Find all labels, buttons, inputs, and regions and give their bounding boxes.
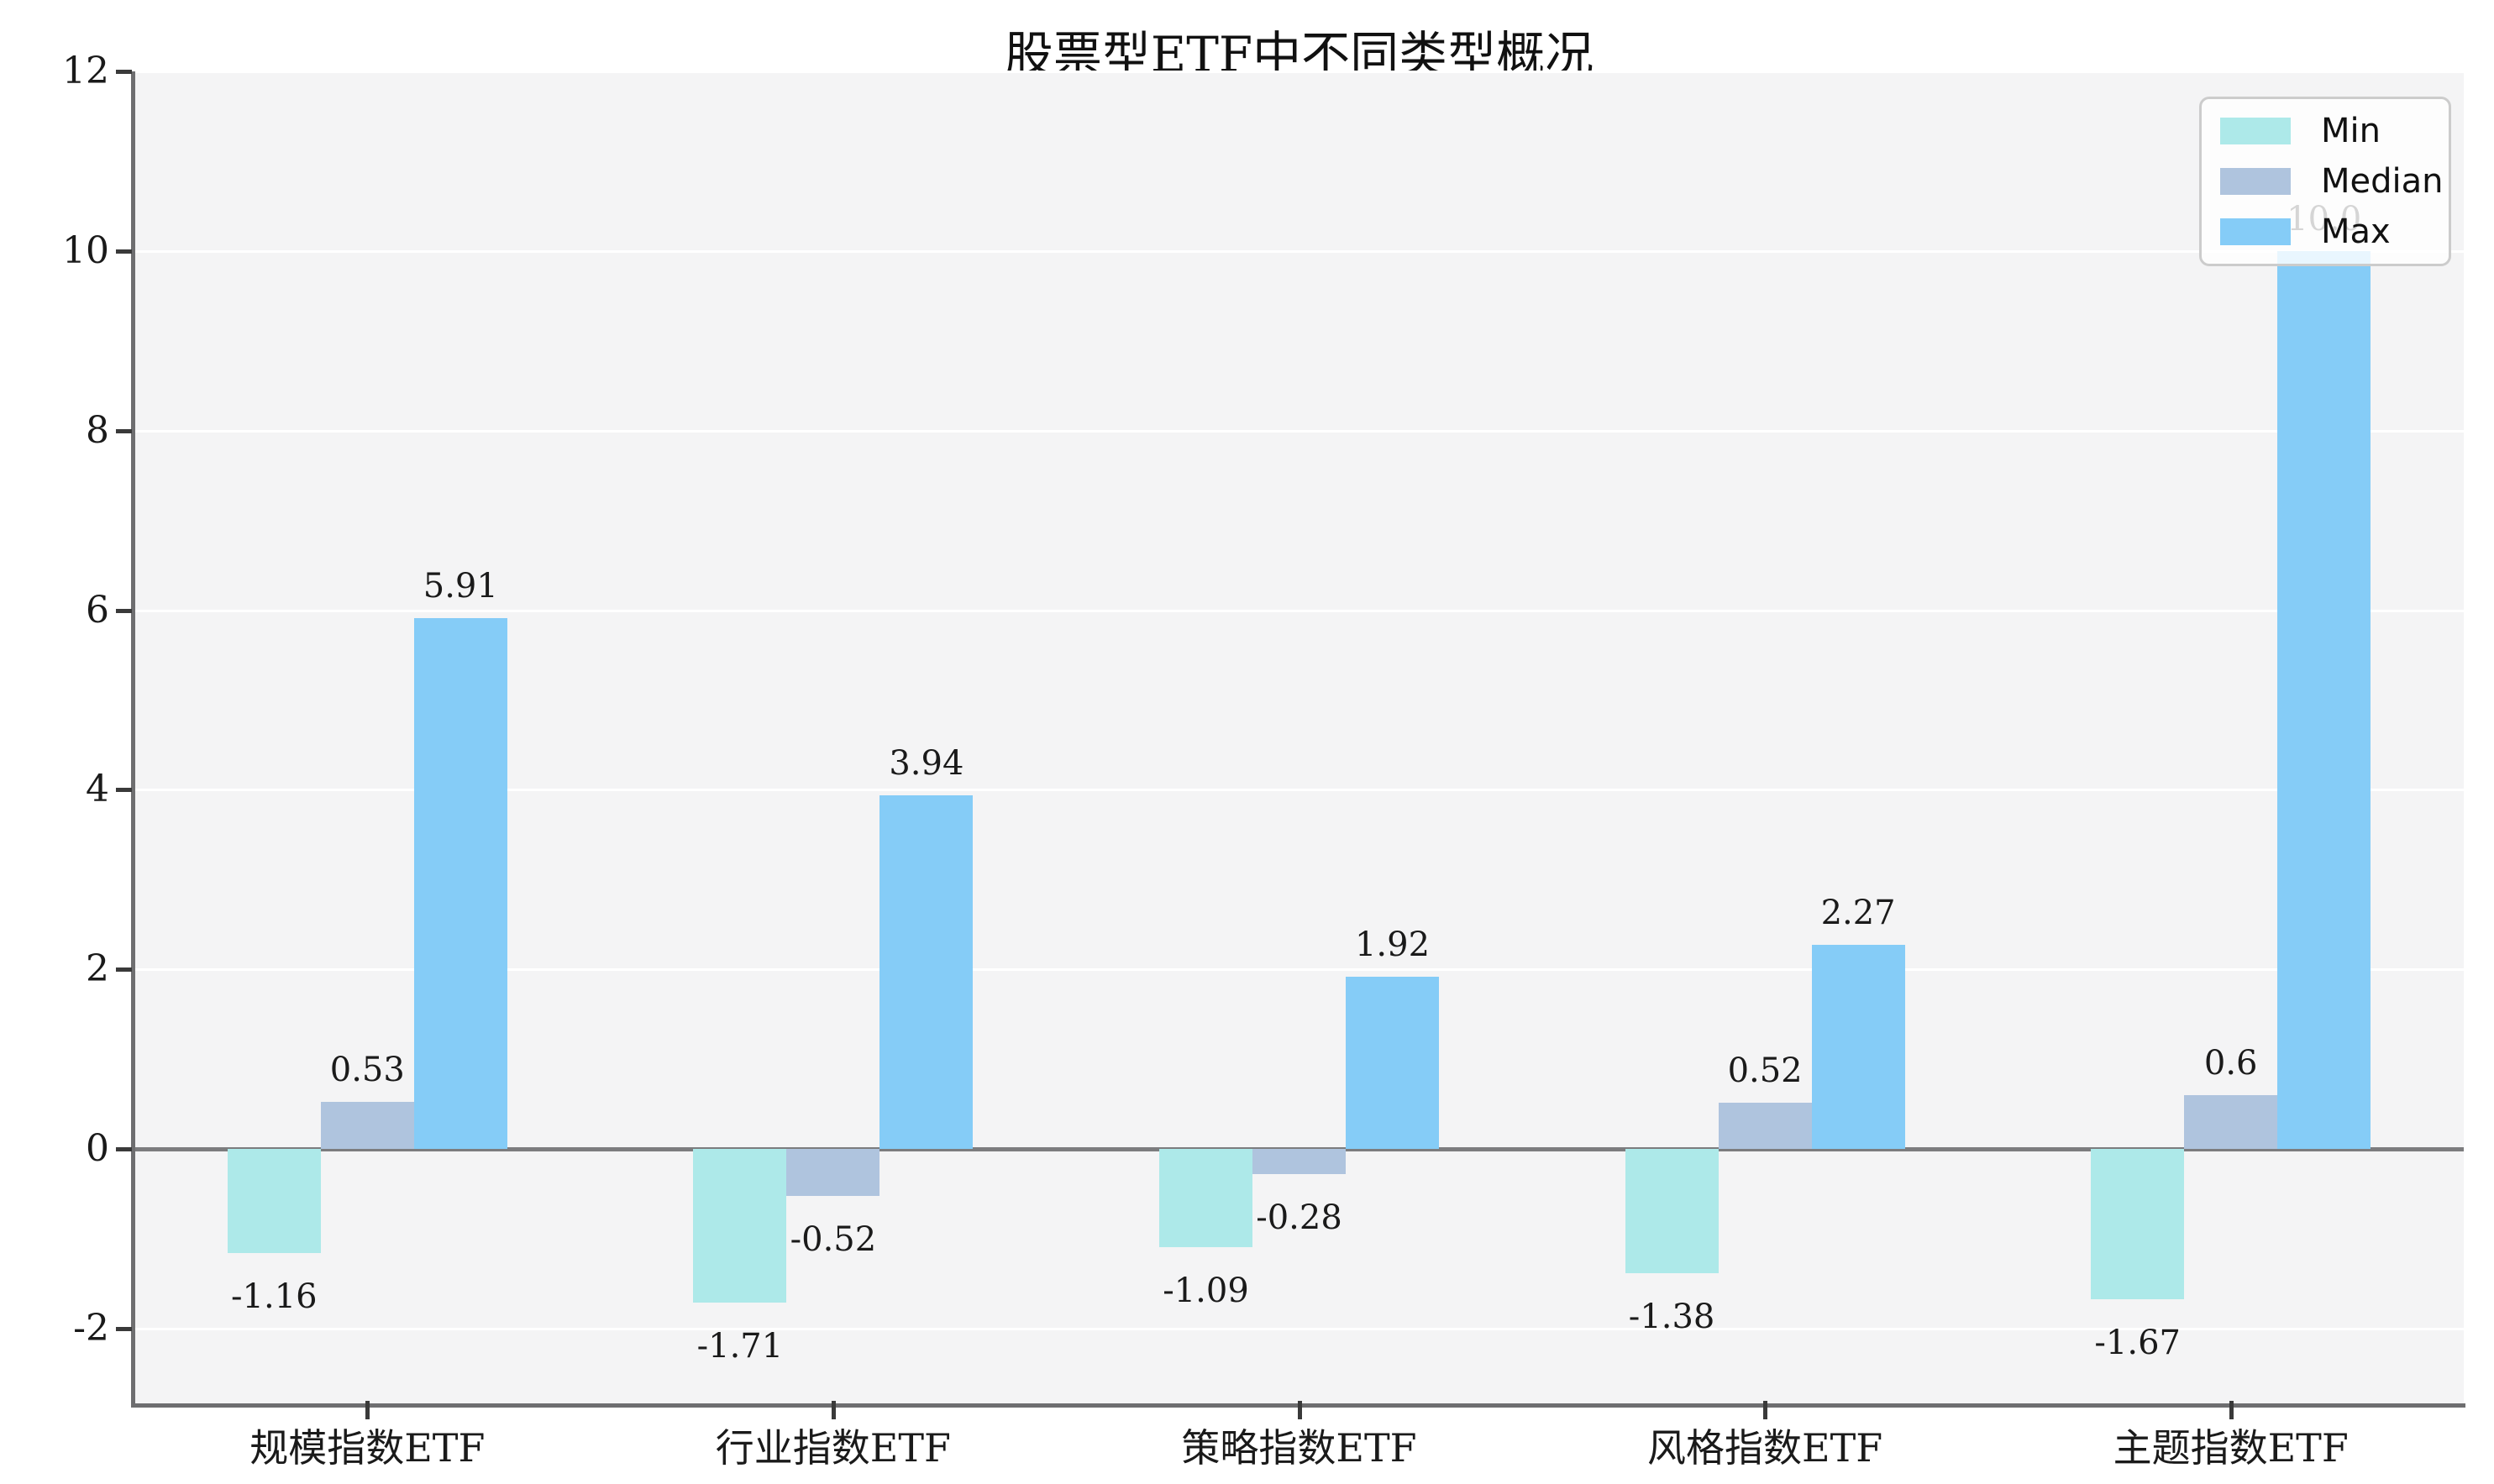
legend: Min Median Max xyxy=(2199,97,2451,266)
bar-value-label: -0.52 xyxy=(790,1219,877,1259)
x-tick-mark xyxy=(365,1401,370,1419)
y-tick-mark xyxy=(116,608,132,613)
bar-median-3 xyxy=(1719,1102,1812,1150)
gridline xyxy=(134,968,2464,972)
y-tick-mark xyxy=(116,249,132,254)
bar-min-1 xyxy=(693,1149,786,1303)
y-tick-mark xyxy=(116,967,132,973)
x-tick-mark xyxy=(1763,1401,1768,1419)
bar-value-label: 0.6 xyxy=(2203,1044,2258,1083)
category-label: 策略指数ETF xyxy=(1181,1425,1417,1471)
gridline xyxy=(134,249,2464,253)
bar-median-1 xyxy=(786,1149,879,1196)
gridline xyxy=(134,71,2464,73)
y-tick-label: -2 xyxy=(73,1307,109,1350)
bar-median-4 xyxy=(2184,1095,2277,1150)
x-tick-mark xyxy=(2229,1401,2234,1419)
legend-label: Median xyxy=(2321,162,2444,201)
bar-value-label: -1.38 xyxy=(1628,1297,1715,1336)
plot-area xyxy=(134,71,2464,1405)
bar-min-3 xyxy=(1625,1149,1719,1273)
bar-max-3 xyxy=(1812,945,1905,1150)
y-tick-label: 0 xyxy=(86,1127,109,1171)
gridline xyxy=(134,1328,2464,1331)
bar-value-label: 1.92 xyxy=(1354,925,1431,964)
bar-min-2 xyxy=(1159,1149,1252,1247)
gridline xyxy=(134,609,2464,612)
bar-value-label: 5.91 xyxy=(423,567,498,606)
legend-item-min: Min xyxy=(2220,113,2430,149)
y-tick-label: 2 xyxy=(86,947,109,991)
legend-swatch-min xyxy=(2220,118,2291,144)
bar-value-label: -1.09 xyxy=(1163,1271,1249,1310)
bar-min-0 xyxy=(228,1149,321,1254)
bar-max-1 xyxy=(879,794,973,1150)
bar-median-0 xyxy=(321,1101,414,1150)
y-tick-mark xyxy=(116,428,132,433)
bar-value-label: 2.27 xyxy=(1820,894,1896,933)
x-tick-mark xyxy=(1297,1401,1302,1419)
category-label: 风格指数ETF xyxy=(1647,1425,1883,1471)
y-tick-label: 4 xyxy=(86,768,109,811)
bar-value-label: 3.94 xyxy=(889,743,964,783)
bar-max-0 xyxy=(414,618,507,1150)
y-tick-mark xyxy=(116,70,132,74)
gridline xyxy=(134,789,2464,792)
y-axis-spine xyxy=(131,71,135,1405)
bar-value-label: -1.71 xyxy=(696,1327,784,1366)
legend-swatch-max xyxy=(2220,218,2291,245)
bar-value-label: -1.67 xyxy=(2094,1323,2181,1362)
bar-value-label: 0.52 xyxy=(1727,1051,1803,1090)
x-tick-mark xyxy=(831,1401,836,1419)
y-tick-label: 6 xyxy=(86,588,109,632)
y-tick-mark xyxy=(116,1147,132,1152)
bar-max-4 xyxy=(2277,250,2371,1150)
y-tick-label: 10 xyxy=(62,228,109,272)
gridline xyxy=(134,429,2464,433)
legend-item-max: Max xyxy=(2220,213,2430,250)
bar-median-2 xyxy=(1252,1149,1346,1175)
y-tick-label: 8 xyxy=(86,408,109,452)
y-tick-mark xyxy=(116,788,132,793)
bar-value-label: -0.28 xyxy=(1256,1198,1342,1238)
category-label: 行业指数ETF xyxy=(715,1425,951,1471)
legend-item-median: Median xyxy=(2220,163,2444,200)
y-tick-label: 12 xyxy=(62,50,109,92)
category-label: 规模指数ETF xyxy=(249,1425,486,1471)
bar-value-label: 0.53 xyxy=(329,1050,405,1089)
y-tick-mark xyxy=(116,1327,132,1332)
bar-max-2 xyxy=(1346,976,1439,1150)
bar-min-4 xyxy=(2091,1149,2184,1299)
bar-value-label: -1.16 xyxy=(231,1277,318,1317)
legend-label: Min xyxy=(2321,112,2381,150)
legend-label: Max xyxy=(2321,212,2391,251)
category-label: 主题指数ETF xyxy=(2113,1425,2349,1471)
legend-swatch-median xyxy=(2220,168,2291,195)
